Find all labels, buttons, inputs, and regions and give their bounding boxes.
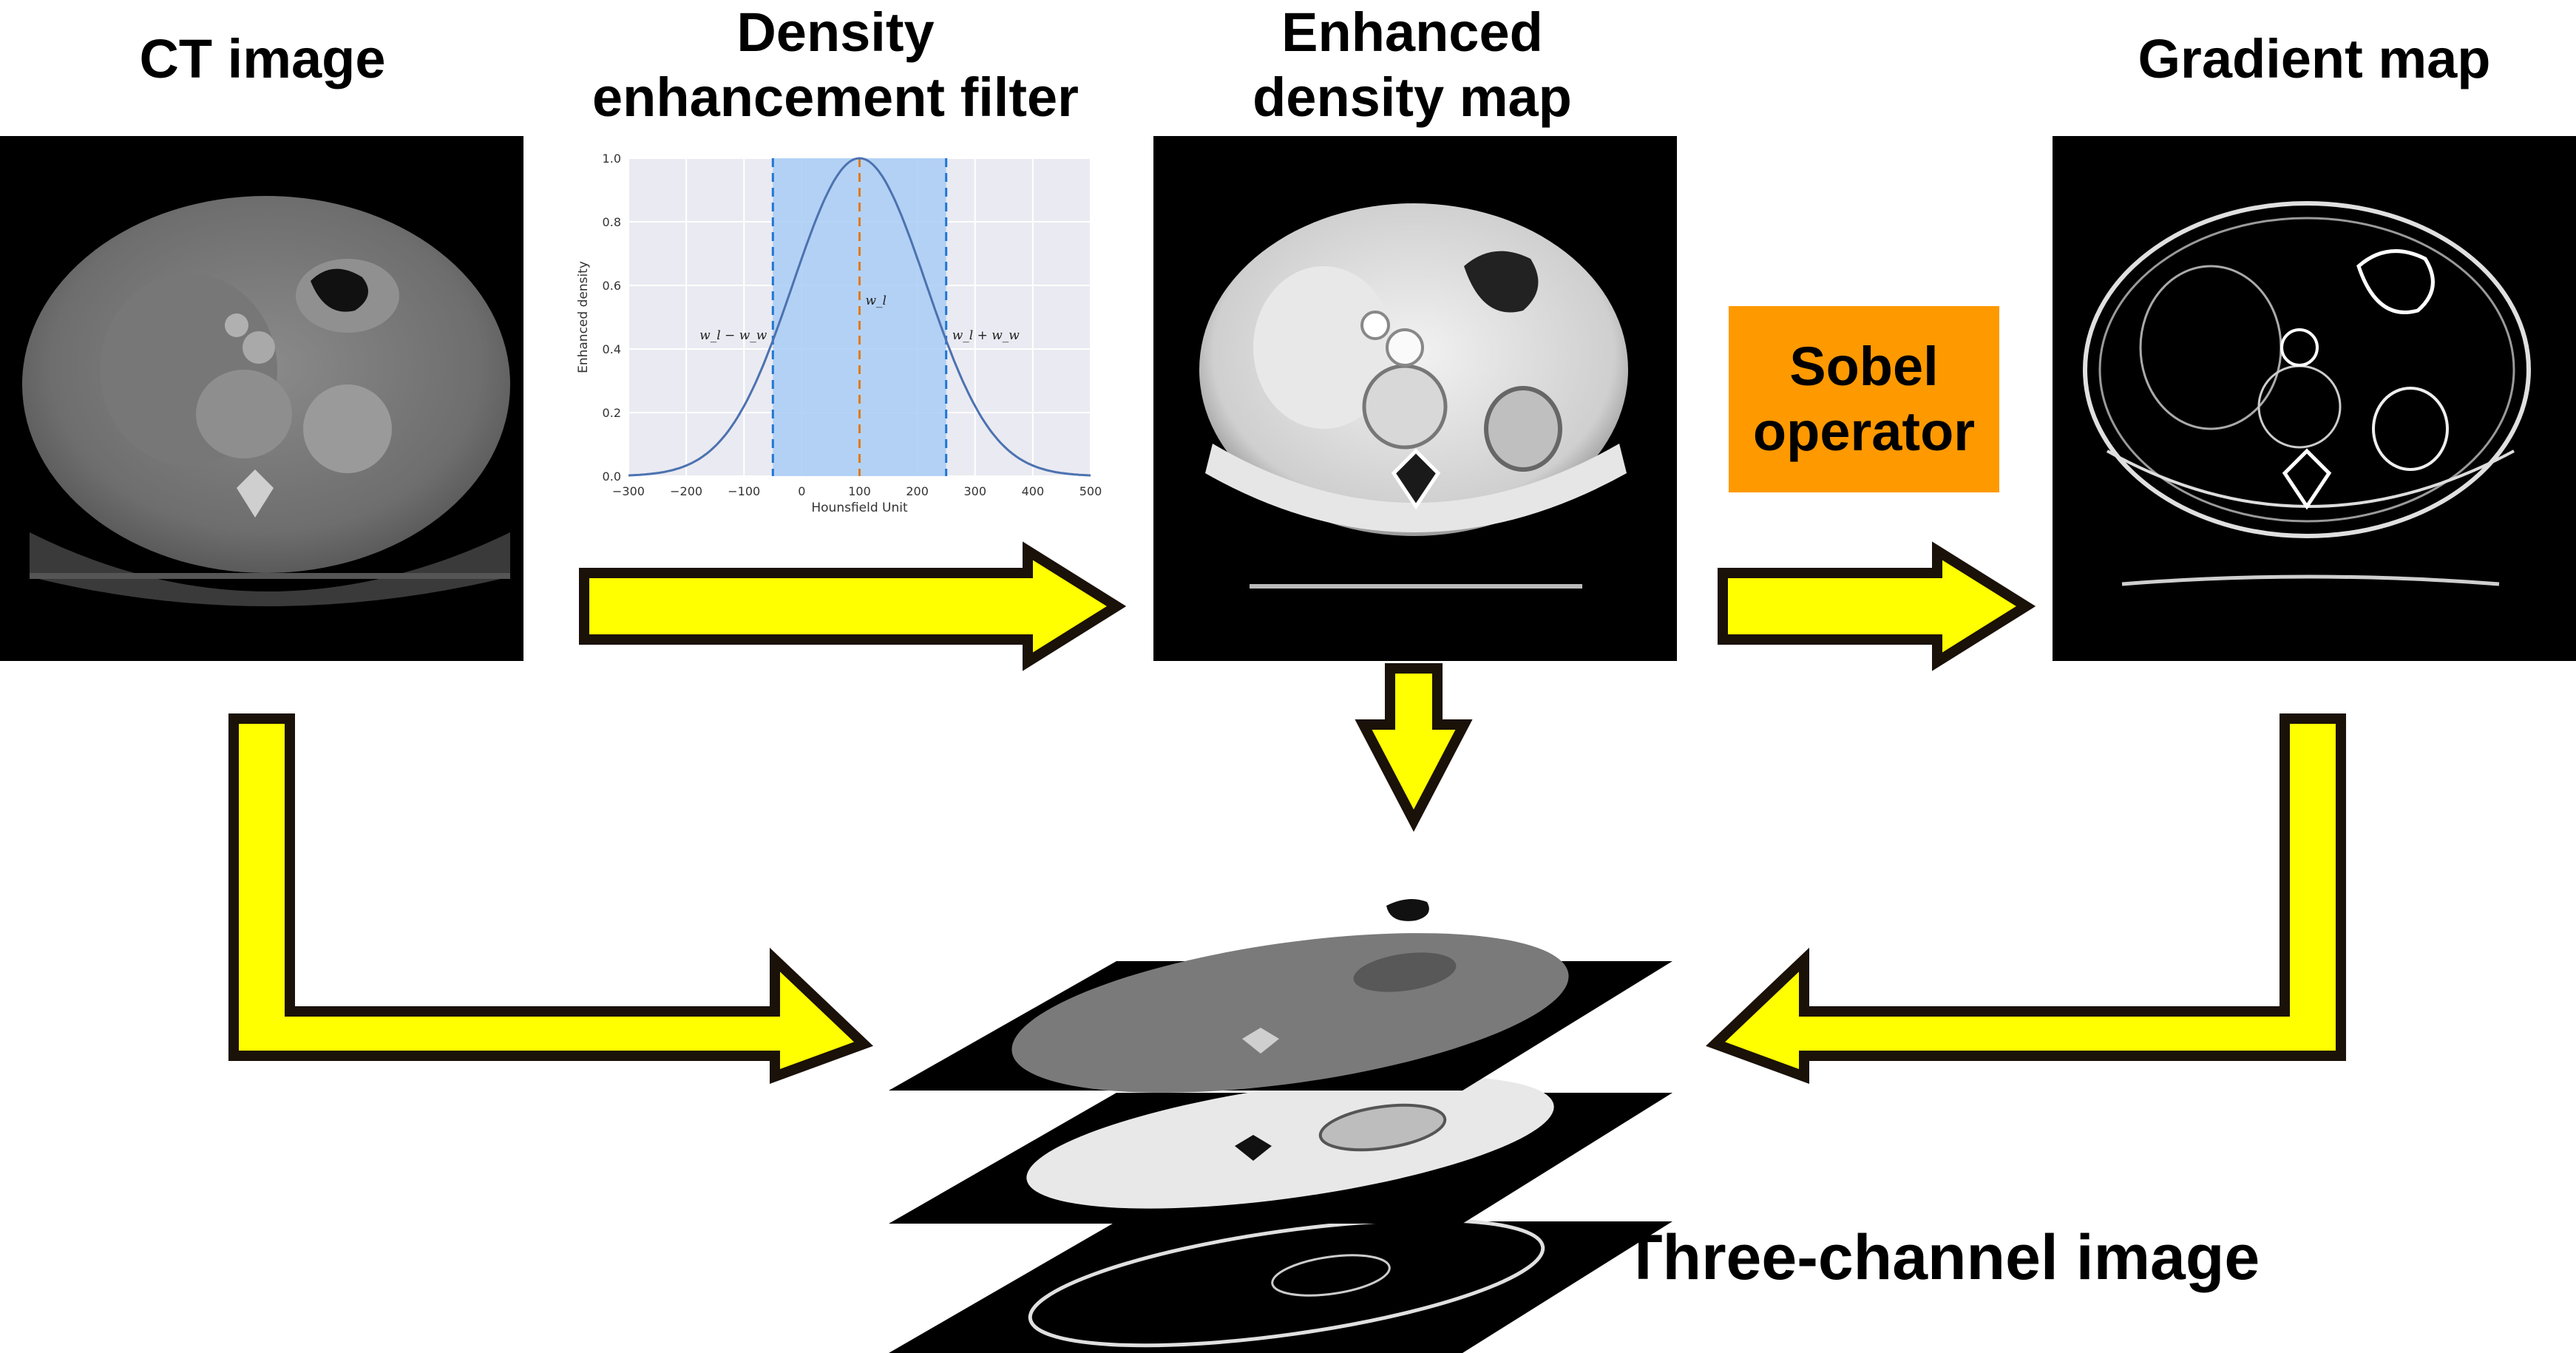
sobel-line2: operator [1752, 401, 1976, 462]
slice-gradient [889, 1218, 1672, 1353]
three-channel-stack [889, 899, 1672, 1353]
sobel-operator-box: Sobel operator [1729, 306, 1999, 492]
x-tick-label: 300 [963, 484, 986, 498]
enhanced-title-line1: Enhanced [1281, 1, 1543, 63]
x-tick-label: −100 [728, 484, 760, 498]
arrow-ct-to-stack [228, 713, 873, 1085]
y-tick-label: 0.6 [603, 279, 621, 293]
ct-image-panel [0, 136, 523, 661]
sobel-line1: Sobel [1789, 336, 1939, 397]
filter-chart-panel: −300 −200 −100 0 100 200 300 400 500 0.0 0.2 0.4 0.6… [569, 136, 1102, 528]
y-tick-label: 1.0 [603, 152, 621, 166]
slice-enhanced [889, 1076, 1672, 1224]
arrow-enhanced-to-gradient [1718, 541, 2036, 671]
arrows [228, 541, 2346, 1085]
center-annotation: w_l [866, 294, 887, 308]
filter-title: Density enhancement filter [577, 0, 1094, 130]
filter-chart: −300 −200 −100 0 100 200 300 400 500 0.0 0.2 0.4 0.6… [576, 152, 1102, 515]
filter-title-line2: enhancement filter [592, 67, 1079, 128]
enhanced-map-title: Enhanced density map [1153, 0, 1671, 130]
y-tick-label: 0.2 [603, 406, 621, 420]
x-tick-label: −200 [670, 484, 702, 498]
enhanced-density-panel [1153, 136, 1677, 661]
gaussian-curve [628, 157, 1091, 477]
y-axis-label: Enhanced density [576, 261, 591, 373]
arrow-gradient-to-stack [1706, 713, 2346, 1085]
enhanced-title-line2: density map [1253, 67, 1572, 128]
slice-ct [889, 899, 1672, 1093]
right-annotation: w_l + w_w [952, 328, 1020, 343]
x-tick-label: 0 [798, 484, 805, 498]
arrow-enhanced-down [1355, 663, 1473, 833]
x-tick-label: 400 [1022, 484, 1045, 498]
ct-image-title: CT image [139, 28, 386, 89]
y-tick-label: 0.4 [603, 342, 621, 356]
x-tick-label: 500 [1079, 484, 1102, 498]
gradient-map-panel [2053, 136, 2576, 661]
x-tick-label: −300 [612, 484, 645, 498]
x-axis-label: Hounsfield Unit [811, 501, 908, 515]
y-tick-label: 0.8 [603, 215, 621, 229]
arrow-ct-to-enhanced [579, 541, 1127, 671]
filter-title-line1: Density [736, 1, 935, 63]
left-annotation: w_l − w_w [699, 328, 767, 343]
y-tick-label: 0.0 [603, 469, 621, 484]
three-channel-label: Three-channel image [1624, 1222, 2260, 1293]
gradient-map-title: Gradient map [2138, 28, 2491, 89]
x-tick-label: 200 [906, 484, 929, 498]
x-tick-label: 100 [848, 484, 871, 498]
